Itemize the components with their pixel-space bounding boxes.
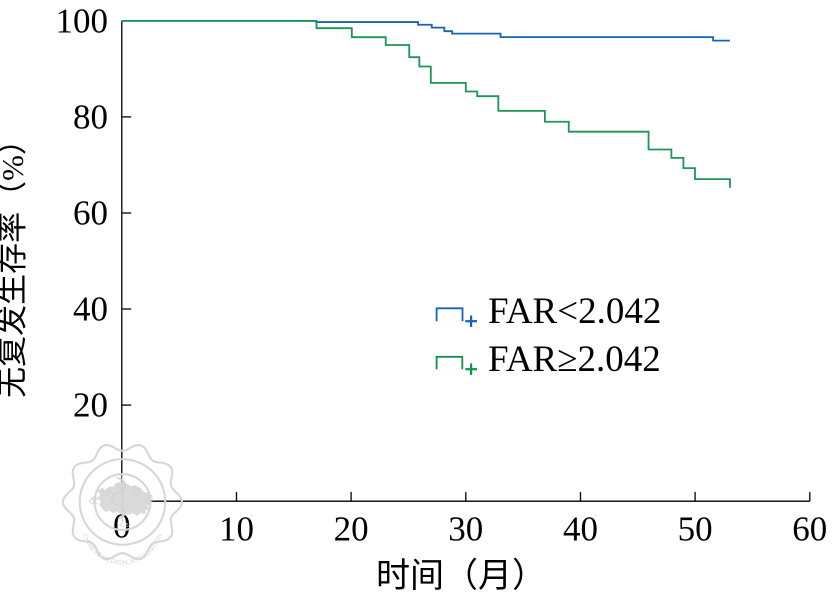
svg-text:30: 30 bbox=[448, 510, 483, 549]
svg-text:20: 20 bbox=[73, 386, 108, 425]
svg-text:60: 60 bbox=[792, 510, 827, 549]
svg-text:50: 50 bbox=[678, 510, 713, 549]
svg-text:FAR<2.042: FAR<2.042 bbox=[488, 291, 661, 332]
svg-text:20: 20 bbox=[334, 510, 369, 549]
svg-text:无复发生存率（%）: 无复发生存率（%） bbox=[0, 124, 30, 398]
svg-text:100: 100 bbox=[56, 2, 109, 41]
svg-text:FAR≥2.042: FAR≥2.042 bbox=[488, 339, 661, 380]
svg-text:40: 40 bbox=[563, 510, 598, 549]
svg-text:60: 60 bbox=[73, 194, 108, 233]
svg-text:10: 10 bbox=[219, 510, 254, 549]
svg-text:40: 40 bbox=[73, 290, 108, 329]
svg-text:80: 80 bbox=[73, 98, 108, 137]
svg-text:1915: 1915 bbox=[116, 523, 128, 529]
svg-text:时间（月）: 时间（月） bbox=[376, 557, 546, 595]
